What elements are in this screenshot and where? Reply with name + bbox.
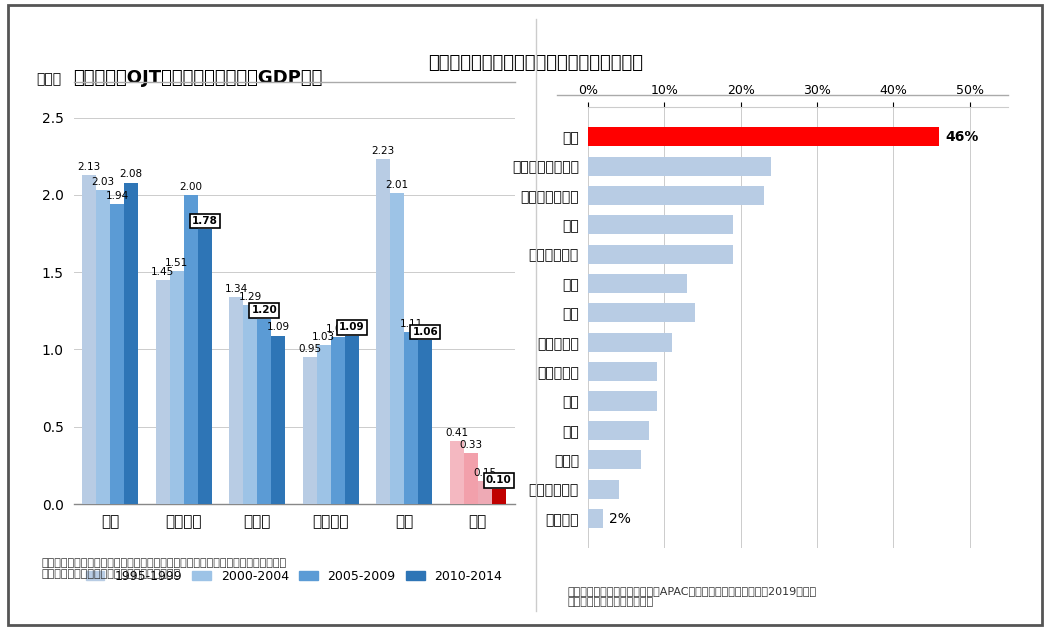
Bar: [588, 479, 618, 499]
Text: 1.94: 1.94: [106, 191, 129, 201]
Bar: [404, 333, 418, 504]
Bar: [82, 175, 97, 504]
Text: 1.11: 1.11: [400, 319, 423, 329]
Bar: [588, 215, 733, 234]
Text: 1.29: 1.29: [238, 292, 261, 302]
Bar: [376, 159, 391, 504]
Text: 46%: 46%: [945, 130, 979, 144]
Bar: [197, 229, 212, 504]
Bar: [244, 305, 257, 504]
Text: 1.09: 1.09: [267, 323, 290, 333]
Text: 2.23: 2.23: [372, 146, 395, 156]
Bar: [391, 193, 404, 504]
Bar: [588, 244, 733, 264]
Bar: [229, 297, 244, 504]
Text: 1.45: 1.45: [151, 267, 174, 277]
Bar: [110, 204, 124, 504]
Bar: [464, 453, 478, 504]
Text: 1.20: 1.20: [251, 306, 277, 316]
Bar: [588, 274, 688, 293]
Legend: 1995-1999, 2000-2004, 2005-2009, 2010-2014: 1995-1999, 2000-2004, 2005-2009, 2010-20…: [81, 565, 507, 588]
Text: （出所）パーソル総合研究所「APAC就業実態・成長意識調査（2019年）」
　を基に経済産業省が作成。: （出所）パーソル総合研究所「APAC就業実態・成長意識調査（2019年）」 を基…: [567, 586, 816, 607]
Bar: [418, 340, 433, 504]
Bar: [588, 127, 940, 146]
Bar: [124, 183, 139, 504]
Bar: [184, 195, 197, 504]
Text: 2.00: 2.00: [180, 182, 203, 192]
Bar: [302, 357, 317, 504]
Bar: [331, 337, 344, 504]
Bar: [588, 509, 604, 528]
Bar: [588, 362, 656, 381]
Bar: [588, 333, 672, 352]
Text: 1.09: 1.09: [339, 323, 364, 333]
Text: 1.03: 1.03: [312, 332, 335, 341]
Text: 2.08: 2.08: [120, 169, 143, 180]
Bar: [588, 391, 656, 411]
Text: 1.51: 1.51: [165, 258, 188, 268]
Text: 0.41: 0.41: [445, 428, 468, 438]
Bar: [155, 280, 170, 504]
Bar: [588, 186, 763, 205]
Bar: [170, 271, 184, 504]
Bar: [449, 440, 464, 504]
Bar: [97, 190, 110, 504]
Bar: [588, 304, 695, 323]
Text: （％）: （％）: [36, 72, 61, 86]
Text: 1.78: 1.78: [192, 216, 217, 226]
Text: 1.08: 1.08: [327, 324, 350, 334]
Text: 人材投資（OJT以外）の国際比較（GDP比）: 人材投資（OJT以外）の国際比較（GDP比）: [74, 69, 323, 88]
Text: 社外学習・自己問発を行っていない人の割合: 社外学習・自己問発を行っていない人の割合: [428, 54, 644, 72]
Text: 1.06: 1.06: [413, 327, 438, 337]
Text: 2.03: 2.03: [91, 177, 114, 187]
Text: 2%: 2%: [609, 512, 631, 525]
Text: 2.13: 2.13: [78, 162, 101, 172]
Text: 0.15: 0.15: [474, 467, 497, 478]
Bar: [271, 336, 286, 504]
Bar: [344, 336, 359, 504]
Text: （出所）学習院大学宮川努教授による推計（厚生労働省「平成３０年版　労働経済
　の分析」に掲載）を基に経済産業省が作成。: （出所）学習院大学宮川努教授による推計（厚生労働省「平成３０年版 労働経済 の分…: [42, 558, 287, 579]
Bar: [588, 156, 772, 176]
Bar: [478, 481, 491, 504]
Text: 1.34: 1.34: [225, 284, 248, 294]
Bar: [257, 319, 271, 504]
Bar: [491, 488, 506, 504]
Bar: [588, 421, 649, 440]
Text: 0.10: 0.10: [486, 476, 511, 486]
Bar: [588, 450, 642, 469]
Text: 0.95: 0.95: [298, 344, 321, 354]
Text: 2.01: 2.01: [385, 180, 408, 190]
Bar: [317, 345, 331, 504]
Text: 0.33: 0.33: [459, 440, 482, 450]
